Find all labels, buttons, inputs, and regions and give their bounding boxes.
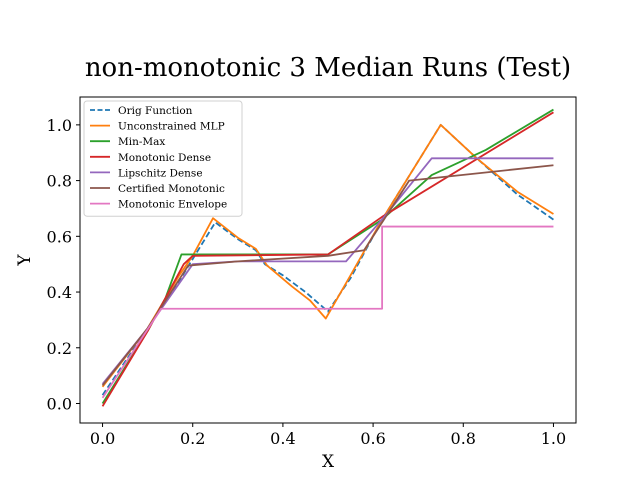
legend-label-4: Lipschitz Dense: [118, 167, 203, 179]
x-tick-label: 1.0: [541, 429, 566, 448]
x-ticks: 0.0 0.2 0.4 0.6 0.8 1.0: [90, 423, 566, 448]
x-tick-label: 0.0: [90, 429, 115, 448]
series-line-1: [101, 123, 554, 388]
legend-label-2: Min-Max: [118, 136, 165, 148]
legend-label-5: Certified Monotonic: [118, 183, 225, 195]
x-tick-label: 0.2: [180, 429, 205, 448]
series-line-3: [101, 111, 554, 407]
y-tick-label: 0.6: [47, 227, 72, 246]
y-axis-label: Y: [15, 254, 35, 267]
y-ticks: 0.0 0.2 0.4 0.6 0.8 1.0: [47, 116, 80, 413]
legend: Orig Function Unconstrained MLP Min-Max Mon…: [83, 100, 243, 217]
legend-label-0: Orig Function: [118, 105, 193, 117]
plot-frame: [79, 96, 577, 424]
legend-box: [83, 100, 243, 217]
y-tick-label: 0.2: [47, 339, 72, 358]
series-line-6: [101, 225, 554, 399]
y-tick-label: 0.0: [47, 394, 72, 413]
y-tick-label: 0.8: [47, 172, 72, 191]
y-tick-label: 0.4: [47, 283, 72, 302]
x-tick-label: 0.8: [451, 429, 476, 448]
plot-series: [101, 108, 554, 407]
chart-title: non-monotonic 3 Median Runs (Test): [85, 53, 571, 83]
legend-label-1: Unconstrained MLP: [118, 121, 225, 133]
x-tick-label: 0.4: [270, 429, 295, 448]
x-axis-label: X: [322, 452, 335, 472]
y-tick-label: 1.0: [47, 116, 72, 135]
legend-label-6: Monotonic Envelope: [118, 199, 227, 211]
x-tick-label: 0.6: [360, 429, 385, 448]
legend-label-3: Monotonic Dense: [118, 152, 211, 164]
